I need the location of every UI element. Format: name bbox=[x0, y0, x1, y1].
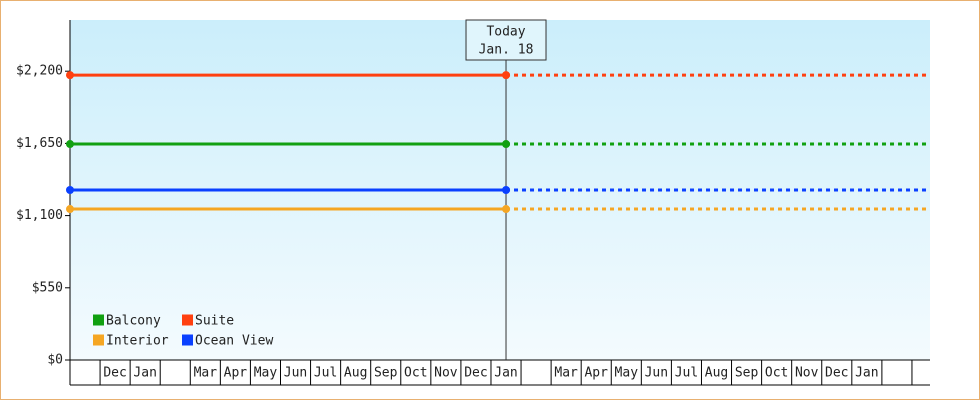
x-tick-label: Jul bbox=[314, 366, 337, 381]
today-label: Today bbox=[486, 25, 525, 40]
y-tick-label: $550 bbox=[32, 280, 63, 295]
series-point bbox=[66, 205, 74, 214]
x-tick-label: Dec bbox=[825, 366, 848, 381]
x-tick-label: Mar bbox=[194, 366, 218, 381]
x-tick-label: Dec bbox=[464, 366, 487, 381]
x-tick-label: Jan bbox=[133, 366, 156, 381]
x-tick-label: Sep bbox=[374, 366, 398, 381]
legend-label: Interior bbox=[106, 334, 169, 349]
series-point bbox=[502, 71, 511, 80]
x-tick-label: Aug bbox=[705, 366, 728, 381]
y-tick-label: $1,650 bbox=[16, 136, 63, 151]
legend-label: Ocean View bbox=[195, 334, 273, 349]
legend-label: Suite bbox=[195, 314, 234, 329]
legend-swatch bbox=[182, 314, 193, 326]
x-tick-label: Oct bbox=[404, 366, 427, 381]
series-point bbox=[66, 140, 74, 149]
x-tick-label: Jun bbox=[645, 366, 668, 381]
x-tick-label: Jan bbox=[494, 366, 517, 381]
legend-swatch bbox=[93, 334, 104, 346]
x-tick-label: Jun bbox=[284, 366, 307, 381]
x-tick-label: Dec bbox=[103, 366, 126, 381]
y-tick-label: $1,100 bbox=[16, 208, 63, 223]
x-tick-label: May bbox=[615, 366, 639, 381]
x-tick-label: Mar bbox=[554, 366, 578, 381]
legend-label: Balcony bbox=[106, 314, 161, 329]
x-tick-label: Nov bbox=[795, 366, 819, 381]
x-tick-label: Nov bbox=[434, 366, 458, 381]
x-tick-label: Apr bbox=[584, 366, 608, 381]
y-tick-label: $2,200 bbox=[16, 64, 63, 79]
y-tick-label: $0 bbox=[47, 353, 63, 368]
x-tick-label: Aug bbox=[344, 366, 367, 381]
series-point bbox=[502, 205, 511, 214]
x-tick-label: May bbox=[254, 366, 278, 381]
x-tick-label: Oct bbox=[765, 366, 788, 381]
x-tick-label: Jul bbox=[675, 366, 698, 381]
today-date: Jan. 18 bbox=[479, 43, 534, 58]
legend-swatch bbox=[182, 334, 193, 346]
x-tick-label: Sep bbox=[735, 366, 759, 381]
x-tick-label: Apr bbox=[224, 366, 248, 381]
legend-swatch bbox=[93, 314, 104, 326]
series-point bbox=[66, 186, 74, 194]
series-point bbox=[66, 71, 74, 80]
series-point bbox=[502, 140, 511, 149]
x-tick-label: Jan bbox=[855, 366, 878, 381]
today-box bbox=[465, 19, 547, 61]
series-point bbox=[502, 186, 511, 194]
